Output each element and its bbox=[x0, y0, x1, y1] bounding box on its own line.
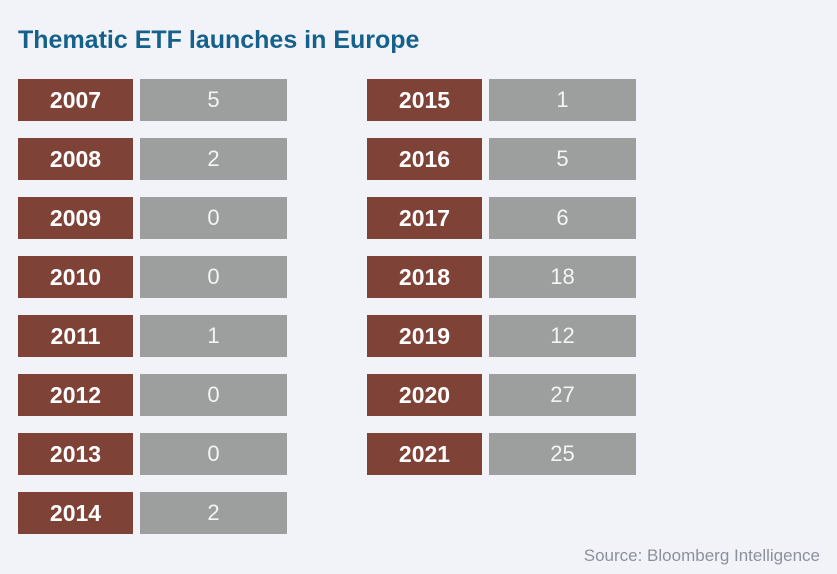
value-2013: 0 bbox=[140, 433, 287, 475]
row-2019: 2019 12 bbox=[367, 315, 636, 357]
value-2016: 5 bbox=[489, 138, 636, 180]
row-2018: 2018 18 bbox=[367, 256, 636, 298]
value-2017: 6 bbox=[489, 197, 636, 239]
value-2014: 2 bbox=[140, 492, 287, 534]
row-2012: 2012 0 bbox=[18, 374, 287, 416]
year-label-2010: 2010 bbox=[18, 256, 133, 298]
value-2015: 1 bbox=[489, 79, 636, 121]
row-2013: 2013 0 bbox=[18, 433, 287, 475]
row-2021: 2021 25 bbox=[367, 433, 636, 475]
row-2020: 2020 27 bbox=[367, 374, 636, 416]
year-label-2009: 2009 bbox=[18, 197, 133, 239]
year-label-2015: 2015 bbox=[367, 79, 482, 121]
row-2015: 2015 1 bbox=[367, 79, 636, 121]
value-2008: 2 bbox=[140, 138, 287, 180]
chart-title: Thematic ETF launches in Europe bbox=[18, 26, 420, 54]
value-2012: 0 bbox=[140, 374, 287, 416]
value-2019: 12 bbox=[489, 315, 636, 357]
year-label-2019: 2019 bbox=[367, 315, 482, 357]
row-2016: 2016 5 bbox=[367, 138, 636, 180]
row-2011: 2011 1 bbox=[18, 315, 287, 357]
year-label-2017: 2017 bbox=[367, 197, 482, 239]
year-label-2018: 2018 bbox=[367, 256, 482, 298]
value-2011: 1 bbox=[140, 315, 287, 357]
row-2007: 2007 5 bbox=[18, 79, 287, 121]
row-2010: 2010 0 bbox=[18, 256, 287, 298]
year-label-2008: 2008 bbox=[18, 138, 133, 180]
source-attribution: Source: Bloomberg Intelligence bbox=[583, 546, 820, 565]
year-label-2016: 2016 bbox=[367, 138, 482, 180]
year-label-2011: 2011 bbox=[18, 315, 133, 357]
value-2007: 5 bbox=[140, 79, 287, 121]
left-column-2007-2014: 2007 5 2008 2 2009 0 2010 0 2011 1 2012 … bbox=[18, 79, 287, 534]
value-2021: 25 bbox=[489, 433, 636, 475]
year-label-2012: 2012 bbox=[18, 374, 133, 416]
row-2008: 2008 2 bbox=[18, 138, 287, 180]
value-2010: 0 bbox=[140, 256, 287, 298]
year-label-2007: 2007 bbox=[18, 79, 133, 121]
year-label-2020: 2020 bbox=[367, 374, 482, 416]
year-label-2013: 2013 bbox=[18, 433, 133, 475]
year-label-2021: 2021 bbox=[367, 433, 482, 475]
value-2020: 27 bbox=[489, 374, 636, 416]
value-2018: 18 bbox=[489, 256, 636, 298]
row-2009: 2009 0 bbox=[18, 197, 287, 239]
right-column-2015-2021: 2015 1 2016 5 2017 6 2018 18 2019 12 202… bbox=[367, 79, 636, 475]
row-2014: 2014 2 bbox=[18, 492, 287, 534]
value-2009: 0 bbox=[140, 197, 287, 239]
row-2017: 2017 6 bbox=[367, 197, 636, 239]
year-value-grid: 2007 5 2008 2 2009 0 2010 0 2011 1 2012 … bbox=[18, 79, 636, 534]
year-label-2014: 2014 bbox=[18, 492, 133, 534]
